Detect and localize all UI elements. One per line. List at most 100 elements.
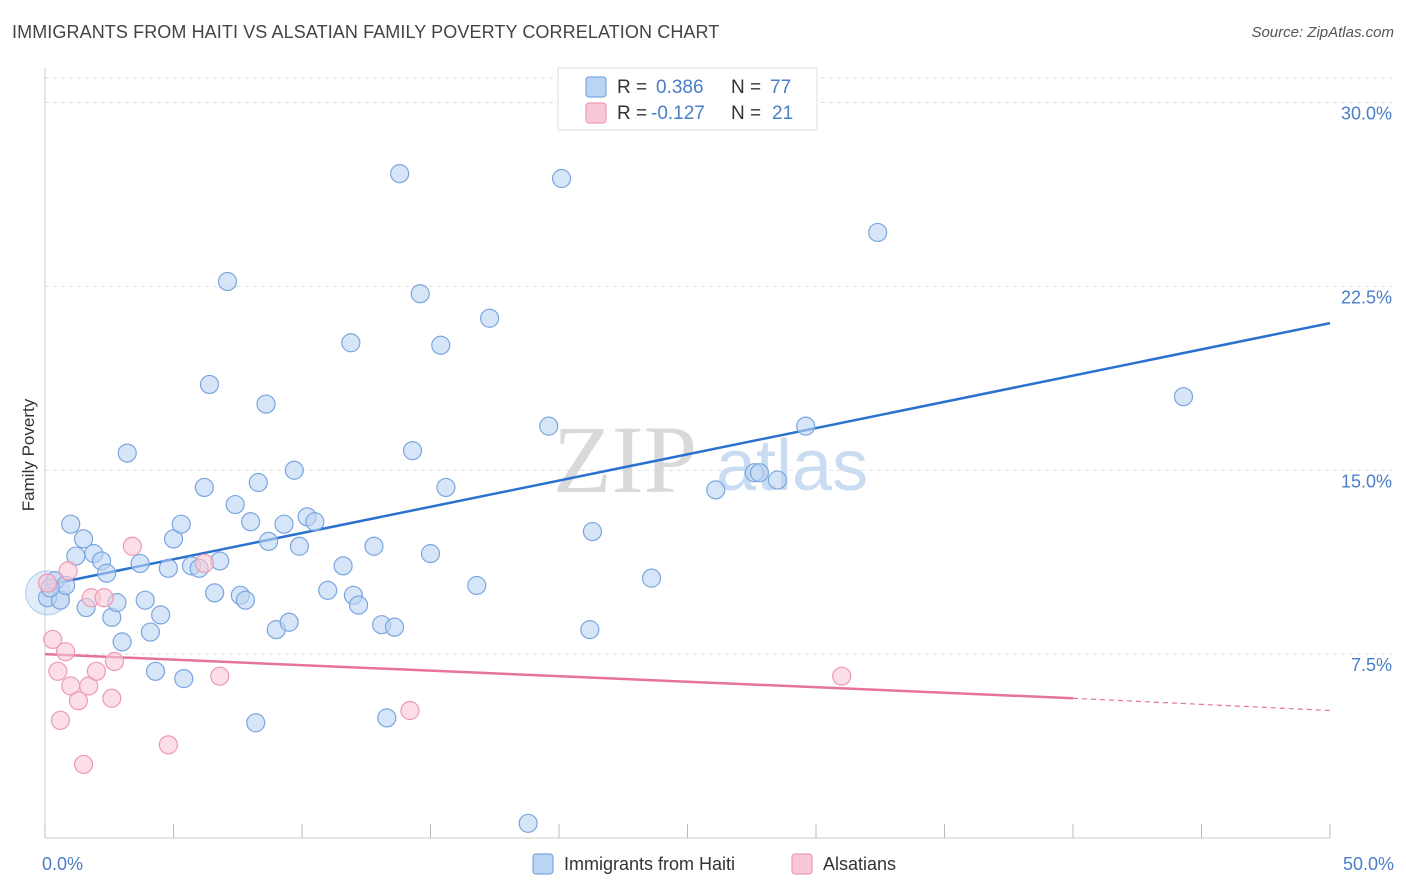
data-point-haiti xyxy=(641,568,662,588)
data-point-haiti xyxy=(467,575,487,596)
y-tick-label: 22.5% xyxy=(1341,287,1392,307)
data-point-haiti xyxy=(258,531,279,551)
source-credit: Source: ZipAtlas.com xyxy=(1251,24,1394,41)
legend-swatch-pink xyxy=(585,102,607,124)
data-point-haiti xyxy=(480,308,500,328)
data-point-haiti xyxy=(279,612,299,632)
data-point-haiti xyxy=(248,472,268,493)
data-point-haiti xyxy=(348,595,369,615)
data-point-alsatians xyxy=(104,651,124,672)
data-point-haiti xyxy=(341,333,361,353)
data-point-haiti xyxy=(241,512,261,532)
x-tick-label-right: 50.0% xyxy=(1343,854,1394,874)
data-point-haiti xyxy=(796,416,816,436)
data-point-haiti xyxy=(97,563,117,583)
grid-lines xyxy=(45,77,1392,655)
data-point-haiti xyxy=(130,553,150,574)
trend-line-haiti xyxy=(44,321,1331,587)
axes xyxy=(44,68,1331,839)
x-tick-label-left: 0.0% xyxy=(42,854,83,874)
data-point-haiti xyxy=(73,529,94,549)
data-point-haiti xyxy=(518,813,538,833)
data-point-haiti xyxy=(205,583,225,603)
data-point-alsatians xyxy=(73,754,94,775)
trend-lines xyxy=(44,321,1331,712)
data-point-haiti xyxy=(151,605,171,625)
data-point-haiti xyxy=(235,590,256,610)
data-point-haiti xyxy=(117,443,137,463)
data-point-haiti xyxy=(551,168,572,189)
data-point-haiti xyxy=(61,514,81,534)
bottom-legend-swatch-blue xyxy=(532,853,554,875)
data-point-haiti xyxy=(377,708,397,728)
bottom-legend-label-pink: Alsatians xyxy=(823,854,896,874)
data-point-haiti xyxy=(246,713,266,733)
data-point-haiti xyxy=(410,284,430,304)
legend-r-label: R = xyxy=(617,77,647,98)
data-point-haiti xyxy=(274,514,294,534)
data-point-haiti xyxy=(135,590,155,610)
data-point-alsatians xyxy=(210,666,230,686)
data-point-alsatians xyxy=(37,573,58,593)
data-point-haiti xyxy=(174,669,194,689)
data-point-haiti xyxy=(112,632,132,652)
data-point-alsatians xyxy=(122,536,142,556)
legend-n-label: N = xyxy=(731,77,761,98)
bottom-legend-label-blue: Immigrants from Haiti xyxy=(564,854,735,874)
data-point-alsatians xyxy=(86,661,107,681)
legend-r-value-blue: 0.386 xyxy=(656,77,704,98)
data-point-alsatians xyxy=(55,642,76,662)
data-point-alsatians xyxy=(58,561,78,581)
data-point-alsatians xyxy=(48,661,68,681)
data-point-haiti xyxy=(158,558,178,578)
legend-box: R = 0.386 N = 77 R = -0.127 N = 21 xyxy=(557,67,818,131)
data-point-haiti xyxy=(767,470,788,490)
data-point-haiti xyxy=(431,335,451,355)
data-point-alsatians xyxy=(832,666,852,686)
legend-swatch-blue xyxy=(585,76,607,98)
bottom-legend: Immigrants from Haiti Alsatians xyxy=(532,853,896,875)
data-point-haiti xyxy=(256,394,276,414)
data-point-haiti xyxy=(225,494,245,515)
data-point-haiti xyxy=(199,374,220,395)
data-point-haiti xyxy=(318,580,338,600)
data-point-haiti xyxy=(305,512,325,532)
data-point-haiti xyxy=(402,441,423,461)
watermark-zip: ZIP xyxy=(553,406,697,513)
data-point-haiti xyxy=(384,617,405,637)
data-point-haiti xyxy=(217,271,238,292)
data-point-alsatians xyxy=(43,629,63,650)
data-point-alsatians xyxy=(68,691,89,711)
data-point-haiti xyxy=(436,477,456,498)
data-point-haiti xyxy=(580,620,600,640)
data-point-haiti xyxy=(706,480,726,500)
data-point-alsatians xyxy=(50,710,71,730)
data-point-haiti xyxy=(284,460,304,480)
data-point-haiti xyxy=(390,164,410,184)
legend-n-value-blue: 77 xyxy=(770,77,791,98)
data-point-haiti xyxy=(171,514,191,534)
chart-title: IMMIGRANTS FROM HAITI VS ALSATIAN FAMILY… xyxy=(12,22,720,42)
data-point-haiti xyxy=(145,661,166,681)
data-point-alsatians xyxy=(102,688,122,708)
legend-n-label: N = xyxy=(731,103,761,124)
data-point-haiti xyxy=(333,556,353,576)
data-point-alsatians xyxy=(400,700,420,721)
trend-line-alsatians-extension xyxy=(1072,697,1331,712)
data-points xyxy=(25,164,1194,833)
y-tick-label: 30.0% xyxy=(1341,104,1392,124)
data-point-haiti xyxy=(194,477,214,498)
data-point-haiti xyxy=(364,536,384,556)
y-axis-label: Family Poverty xyxy=(19,398,38,511)
y-tick-label: 15.0% xyxy=(1341,471,1392,491)
legend-r-value-pink: -0.127 xyxy=(651,103,705,124)
data-point-alsatians xyxy=(158,735,178,755)
data-point-alsatians xyxy=(194,553,214,574)
data-point-haiti xyxy=(749,463,770,483)
bottom-legend-swatch-pink xyxy=(791,853,813,875)
data-point-haiti xyxy=(539,416,559,436)
data-point-haiti xyxy=(1173,387,1194,407)
y-tick-label: 7.5% xyxy=(1351,655,1392,675)
data-point-alsatians xyxy=(94,588,114,608)
